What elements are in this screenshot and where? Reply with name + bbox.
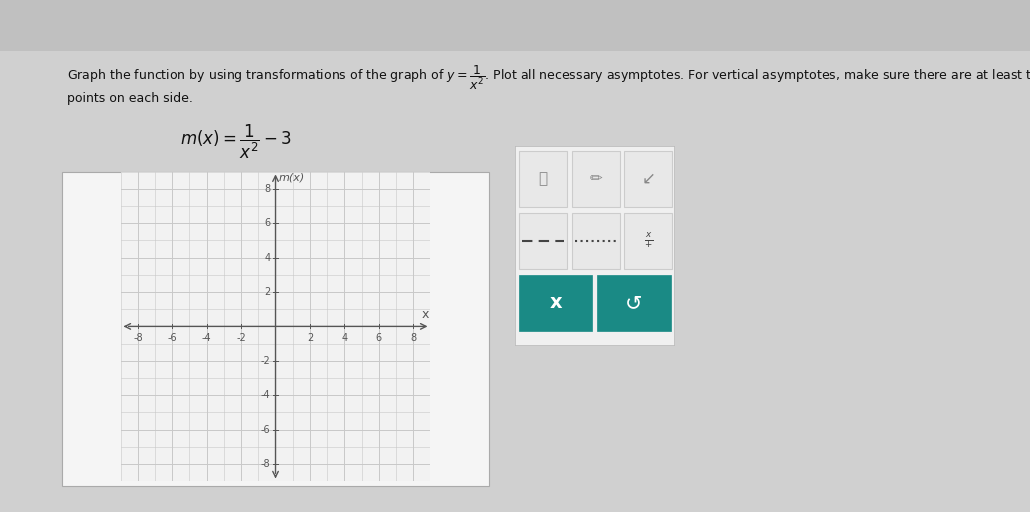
Text: points on each side.: points on each side. — [67, 92, 193, 105]
Text: 4: 4 — [265, 252, 270, 263]
Text: $m(x)=\dfrac{1}{x^2}-3$: $m(x)=\dfrac{1}{x^2}-3$ — [180, 123, 291, 161]
Text: 2: 2 — [307, 333, 313, 343]
Text: $\frac{x}{+}$: $\frac{x}{+}$ — [644, 231, 653, 250]
Text: -6: -6 — [168, 333, 177, 343]
Bar — [0, 0, 1030, 51]
Text: Graph the function by using transformations of the graph of $y=\dfrac{1}{x^2}$. : Graph the function by using transformati… — [67, 64, 1030, 92]
Bar — [572, 213, 620, 269]
Text: x: x — [549, 293, 562, 312]
Text: 2: 2 — [264, 287, 270, 297]
Text: 6: 6 — [265, 218, 270, 228]
Bar — [519, 213, 566, 269]
Bar — [624, 151, 673, 207]
Text: -4: -4 — [202, 333, 211, 343]
Text: -8: -8 — [261, 459, 270, 469]
Text: -6: -6 — [261, 424, 270, 435]
Bar — [624, 213, 673, 269]
Text: 6: 6 — [376, 333, 382, 343]
Bar — [519, 275, 592, 331]
Text: x: x — [421, 308, 428, 321]
Text: 8: 8 — [265, 184, 270, 194]
Text: ⬜: ⬜ — [539, 172, 548, 186]
Text: -2: -2 — [236, 333, 246, 343]
Bar — [519, 151, 566, 207]
Bar — [597, 275, 671, 331]
Text: ↙: ↙ — [642, 170, 655, 188]
Text: -4: -4 — [261, 390, 270, 400]
Text: ✏: ✏ — [589, 172, 602, 186]
Text: m(x): m(x) — [279, 173, 305, 182]
Bar — [572, 151, 620, 207]
Text: 8: 8 — [410, 333, 416, 343]
Text: -8: -8 — [133, 333, 143, 343]
Text: -2: -2 — [261, 356, 270, 366]
Text: 4: 4 — [341, 333, 347, 343]
Bar — [62, 172, 489, 486]
Text: ↺: ↺ — [625, 293, 643, 313]
